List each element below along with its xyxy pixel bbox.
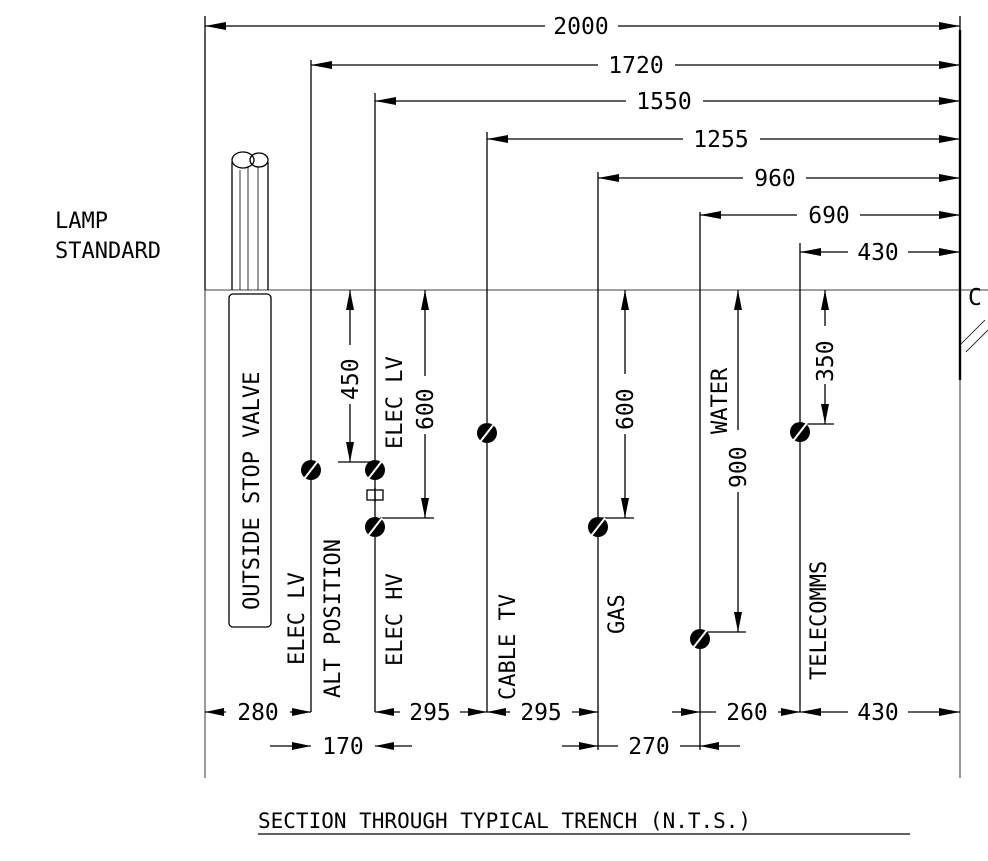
label-elec-lv-alt-1: ELEC LV [285,572,310,665]
dim-1255: 1255 [487,127,960,153]
dim-2000: 2000 [205,14,960,40]
dim-1550: 1550 [375,89,960,115]
label-elec-hv: ELEC HV [383,573,408,666]
bdim-260: 260 [672,700,800,726]
separator-tile-icon [366,488,384,502]
dim-1255-text: 1255 [693,127,748,153]
vdim-350-text: 350 [813,340,839,382]
pipe-gas [588,517,608,537]
hatch-line-2 [965,329,988,353]
bdim-270-text: 270 [628,734,670,760]
label-cable-tv: CABLE TV [496,594,521,700]
vdim-600-elec: 600 [380,290,439,519]
vdim-600-gas: 600 [600,290,639,519]
label-telecomms: TELECOMMS [807,561,832,680]
vdim-350: 350 [804,290,839,425]
vdim-600-elec-text: 600 [413,388,439,430]
dim-960-text: 960 [754,166,796,192]
stop-valve-label: OUTSIDE STOP VALVE [240,372,265,610]
lamp-label-line2: STANDARD [55,239,161,264]
label-gas: GAS [605,594,630,634]
dim-690: 690 [700,203,960,229]
vdim-900: 900 [705,290,752,633]
dim-1720-text: 1720 [608,53,663,79]
bdim-260-text: 260 [726,700,768,726]
pipe-elec-lv [365,460,385,480]
bdim-170-text: 170 [322,734,364,760]
lamp-standard-post [231,151,269,290]
lamp-label-line1: LAMP [55,209,108,234]
bdim-430: 430 [800,700,960,726]
vdim-600-gas-text: 600 [613,388,639,430]
hatch-line-1 [959,319,986,346]
dim-2000-text: 2000 [553,14,608,40]
label-elec-lv: ELEC LV [383,356,408,449]
bdim-295a: 295 [375,700,487,726]
vdim-450: 450 [338,290,375,463]
vdim-900-text: 900 [726,446,752,488]
centreline-mark: C [968,285,982,311]
dim-430-top: 430 [800,240,960,266]
bdim-430-text: 430 [857,700,899,726]
dim-960: 960 [598,166,960,192]
bdim-170: 170 [270,734,412,760]
bdim-295b-text: 295 [520,700,562,726]
dim-1720: 1720 [311,53,960,79]
bdim-280: 280 [205,700,311,726]
dim-430-top-text: 430 [857,240,899,266]
label-water: WATER [708,367,733,434]
stop-valve-box [228,293,272,628]
bdim-270: 270 [562,734,740,760]
bdim-295b: 295 [487,700,598,726]
pipe-cable-tv [477,423,497,443]
bdim-295a-text: 295 [409,700,451,726]
pipe-telecomms [790,422,810,442]
pipe-elec-lv-alt [301,460,321,480]
pipe-water [690,629,710,649]
vdim-450-text: 450 [338,358,364,400]
pipe-elec-hv [365,517,385,537]
dim-690-text: 690 [808,203,850,229]
label-elec-lv-alt-2: ALT POSITION [321,539,346,698]
dim-1550-text: 1550 [636,89,691,115]
drawing-title: SECTION THROUGH TYPICAL TRENCH (N.T.S.) [258,809,751,833]
bdim-280-text: 280 [237,700,279,726]
